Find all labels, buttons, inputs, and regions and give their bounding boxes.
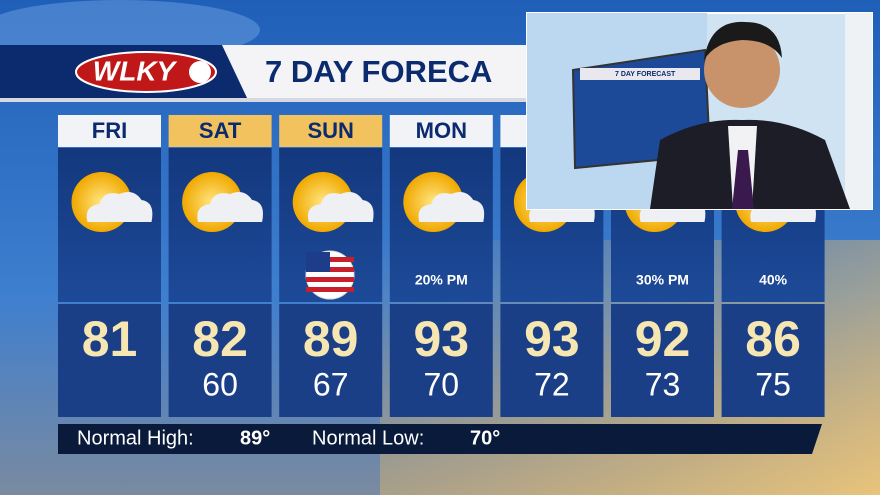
- high-temp: 93: [524, 311, 580, 367]
- temp-panel: [389, 304, 493, 417]
- title-bar: [222, 45, 540, 100]
- high-temp: 89: [303, 311, 359, 367]
- cbs-eye: [189, 61, 211, 83]
- high-temp: 81: [82, 311, 138, 367]
- temp-panel: [611, 304, 714, 417]
- cloud-icon: [197, 192, 263, 222]
- normal-low: 70°: [470, 427, 500, 449]
- day-header: [279, 115, 383, 147]
- high-temp: 93: [413, 311, 469, 367]
- precip: 20% PM: [415, 272, 468, 288]
- title-underline: [0, 98, 540, 102]
- day-label: MON: [416, 118, 467, 143]
- day-label: SUN: [307, 118, 353, 143]
- temp-panel: [279, 304, 383, 417]
- high-temp: 86: [745, 311, 801, 367]
- low-temp: 75: [755, 366, 791, 402]
- precip: 40%: [759, 272, 788, 288]
- low-temp: 60: [202, 366, 238, 402]
- day-header: [168, 115, 272, 147]
- temp-panel: [721, 304, 825, 417]
- low-temp: 72: [534, 366, 570, 402]
- title: 7 DAY FORECA: [265, 54, 492, 89]
- high-temp: 82: [192, 311, 248, 367]
- normal-high-label: Normal High:: [77, 427, 194, 449]
- inset-title: 7 DAY FORECAST: [615, 71, 676, 78]
- low-temp: 73: [645, 366, 681, 402]
- day-header: [58, 115, 161, 147]
- day-label: SAT: [199, 118, 242, 143]
- logo-oval: [75, 51, 217, 93]
- normal-high: 89°: [240, 427, 270, 449]
- cloud: [0, 0, 260, 60]
- normals-bar: [58, 424, 822, 454]
- temp-panel: [500, 304, 604, 417]
- temp-panel: [168, 304, 272, 417]
- low-temp: 67: [313, 366, 349, 402]
- day-label: FRI: [92, 118, 127, 143]
- day-header: [389, 115, 493, 147]
- cloud-icon: [86, 192, 153, 222]
- normal-low-label: Normal Low:: [312, 427, 424, 449]
- precip: 30% PM: [636, 272, 689, 288]
- logo: WLKY: [93, 55, 178, 86]
- inset-head: [704, 32, 780, 108]
- cloud-icon: [418, 192, 485, 222]
- low-temp: 70: [424, 366, 460, 402]
- temp-panel: [58, 304, 161, 417]
- cloud-icon: [307, 192, 374, 222]
- flag-icon: [305, 250, 355, 300]
- inset-video: 7 DAY FORECAST: [526, 12, 873, 210]
- high-temp: 92: [635, 311, 691, 367]
